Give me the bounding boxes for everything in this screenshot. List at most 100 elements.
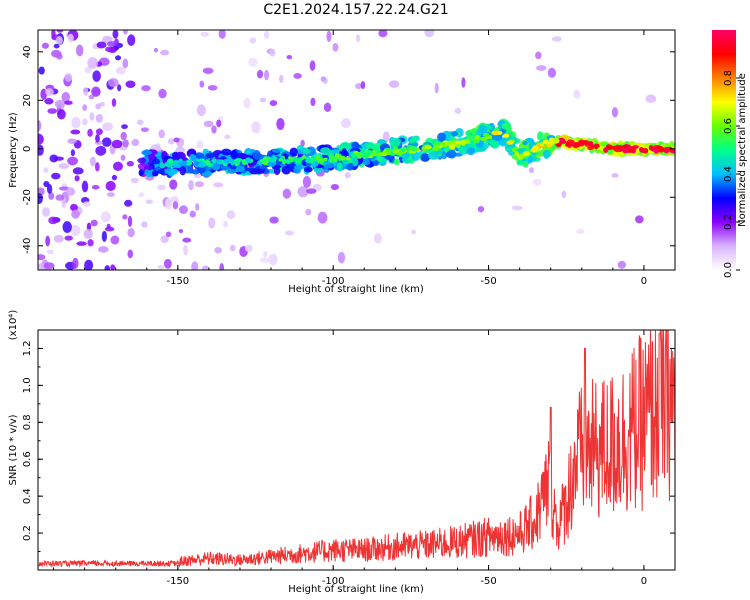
noise-blob (75, 44, 84, 57)
noise-blob (95, 128, 103, 135)
ridge-blob (278, 158, 283, 162)
noise-blob (320, 76, 326, 82)
ridge-blob (522, 151, 531, 157)
snr-y-multiplier: (x10⁴) (8, 310, 19, 341)
ridge-blob (552, 138, 560, 144)
ridge-blob (503, 133, 510, 138)
noise-blob (165, 231, 172, 238)
noise-blob (243, 97, 251, 109)
signal-blob (336, 161, 343, 172)
noise-blob (306, 188, 317, 194)
noise-blob (101, 137, 112, 147)
noise-blob (268, 253, 278, 266)
noise-blob (276, 118, 285, 131)
noise-blob (64, 73, 73, 82)
ridge-blob (491, 130, 499, 136)
ridge-blob (461, 142, 466, 146)
noise-blob (76, 241, 87, 246)
signal-blob (372, 160, 380, 167)
noise-blob (87, 239, 94, 247)
noise-blob (115, 55, 122, 61)
colorbar-tick-label: 0.2 (723, 214, 734, 230)
noise-blob (178, 205, 189, 214)
ridge-blob (235, 159, 241, 165)
noise-blob (547, 67, 557, 78)
colorbar-tick-label: 0.4 (723, 166, 734, 182)
noise-blob (207, 84, 218, 91)
ridge-blob (514, 151, 520, 157)
noise-blob (72, 167, 84, 175)
noise-blob (54, 156, 64, 161)
ridge-blob (622, 144, 629, 149)
noise-blob (57, 109, 66, 120)
x-tick-label: -150 (166, 576, 189, 587)
signal-blob (189, 153, 197, 162)
noise-blob (45, 235, 51, 247)
signal-blob (294, 164, 305, 170)
y-tick-label: -20 (22, 189, 33, 205)
ridge-blob (301, 155, 307, 160)
noise-blob (65, 187, 76, 196)
noise-blob (201, 265, 210, 270)
noise-blob (535, 65, 547, 71)
noise-blob (244, 244, 253, 253)
noise-blob (91, 184, 100, 190)
noise-blob (561, 190, 567, 199)
noise-blob (87, 128, 93, 137)
ridge-blob (204, 159, 210, 165)
noise-blob (196, 104, 206, 117)
noise-blob (69, 203, 78, 212)
noise-blob (38, 144, 44, 156)
noise-blob (122, 214, 128, 220)
noise-blob (51, 172, 61, 180)
noise-blob (91, 86, 101, 97)
signal-blob (542, 149, 551, 160)
signal-blob (450, 131, 459, 137)
noise-blob (70, 149, 76, 157)
signal-blob (522, 140, 528, 146)
noise-blob (573, 89, 581, 99)
noise-blob (48, 216, 58, 225)
ridge-blob (454, 140, 462, 144)
ridge-blob (615, 148, 620, 153)
noise-blob (98, 246, 109, 253)
noise-blob (156, 184, 166, 191)
noise-blob (330, 183, 340, 191)
snr-series-line (38, 330, 675, 569)
spectrogram-frame (37, 29, 676, 271)
signal-blob (272, 148, 282, 153)
signal-blob (402, 152, 410, 161)
signal-blob (203, 165, 212, 172)
ridge-blob (332, 156, 338, 160)
noise-blob (58, 163, 69, 169)
signal-blob (444, 132, 450, 143)
ridge-blob (449, 144, 456, 150)
ridge-blob (474, 134, 480, 140)
ridge-blob (632, 145, 639, 149)
noise-blob (64, 235, 73, 241)
noise-blob (323, 102, 332, 113)
noise-blob (131, 138, 140, 147)
noise-blob (529, 167, 534, 174)
noise-blob (551, 36, 562, 42)
noise-blob (126, 160, 134, 167)
noise-blob (373, 233, 382, 244)
noise-blob (226, 210, 236, 220)
noise-blob (89, 112, 95, 121)
ridge-blob (193, 160, 200, 166)
noise-blob (83, 228, 93, 239)
noise-blob (84, 66, 92, 74)
ridge-blob (179, 160, 188, 166)
noise-blob (111, 139, 123, 149)
noise-blob (38, 254, 46, 261)
signal-blob (393, 158, 401, 166)
noise-blob (216, 119, 222, 128)
signal-blob (305, 161, 311, 167)
noise-blob (141, 221, 148, 228)
noise-blob (41, 42, 49, 49)
ridge-blob (345, 157, 351, 161)
noise-blob (43, 262, 55, 270)
noise-blob (269, 100, 278, 107)
noise-blob (611, 173, 619, 178)
